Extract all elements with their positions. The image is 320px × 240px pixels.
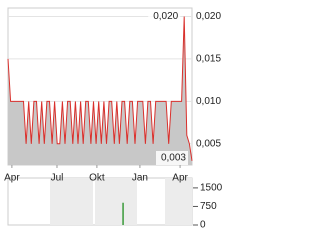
band: [95, 178, 137, 225]
y-tick-label: 0,005: [196, 138, 221, 149]
band: [50, 178, 93, 225]
x-tick-label: Jul: [51, 173, 64, 184]
value-label-box: [148, 9, 181, 24]
band: [165, 178, 192, 225]
x-tick-label: Okt: [89, 173, 105, 184]
chart: 0,020 0,015 0,010 0,005 Apr Jul Okt Jan Apr 0,020…: [4, 7, 223, 231]
y-tick-label: 0,015: [196, 54, 221, 65]
price-line: [7, 16, 193, 161]
x-tick-label: Apr: [172, 173, 188, 184]
y-tick-label: 1500: [200, 183, 223, 194]
y-tick-label: 0: [200, 220, 206, 231]
x-tick-label: Apr: [4, 173, 20, 184]
y-tick-label: 0,010: [196, 96, 221, 107]
area: [8, 16, 192, 165]
x-tick-label: Jan: [132, 173, 148, 184]
y-tick-label: 750: [200, 201, 217, 212]
value-label: 0,020: [153, 11, 178, 22]
y-tick-label: 0,020: [196, 11, 221, 22]
volume-bar: [122, 202, 124, 225]
value-label: 0,003: [161, 153, 186, 164]
value-label-box: [156, 151, 188, 165]
